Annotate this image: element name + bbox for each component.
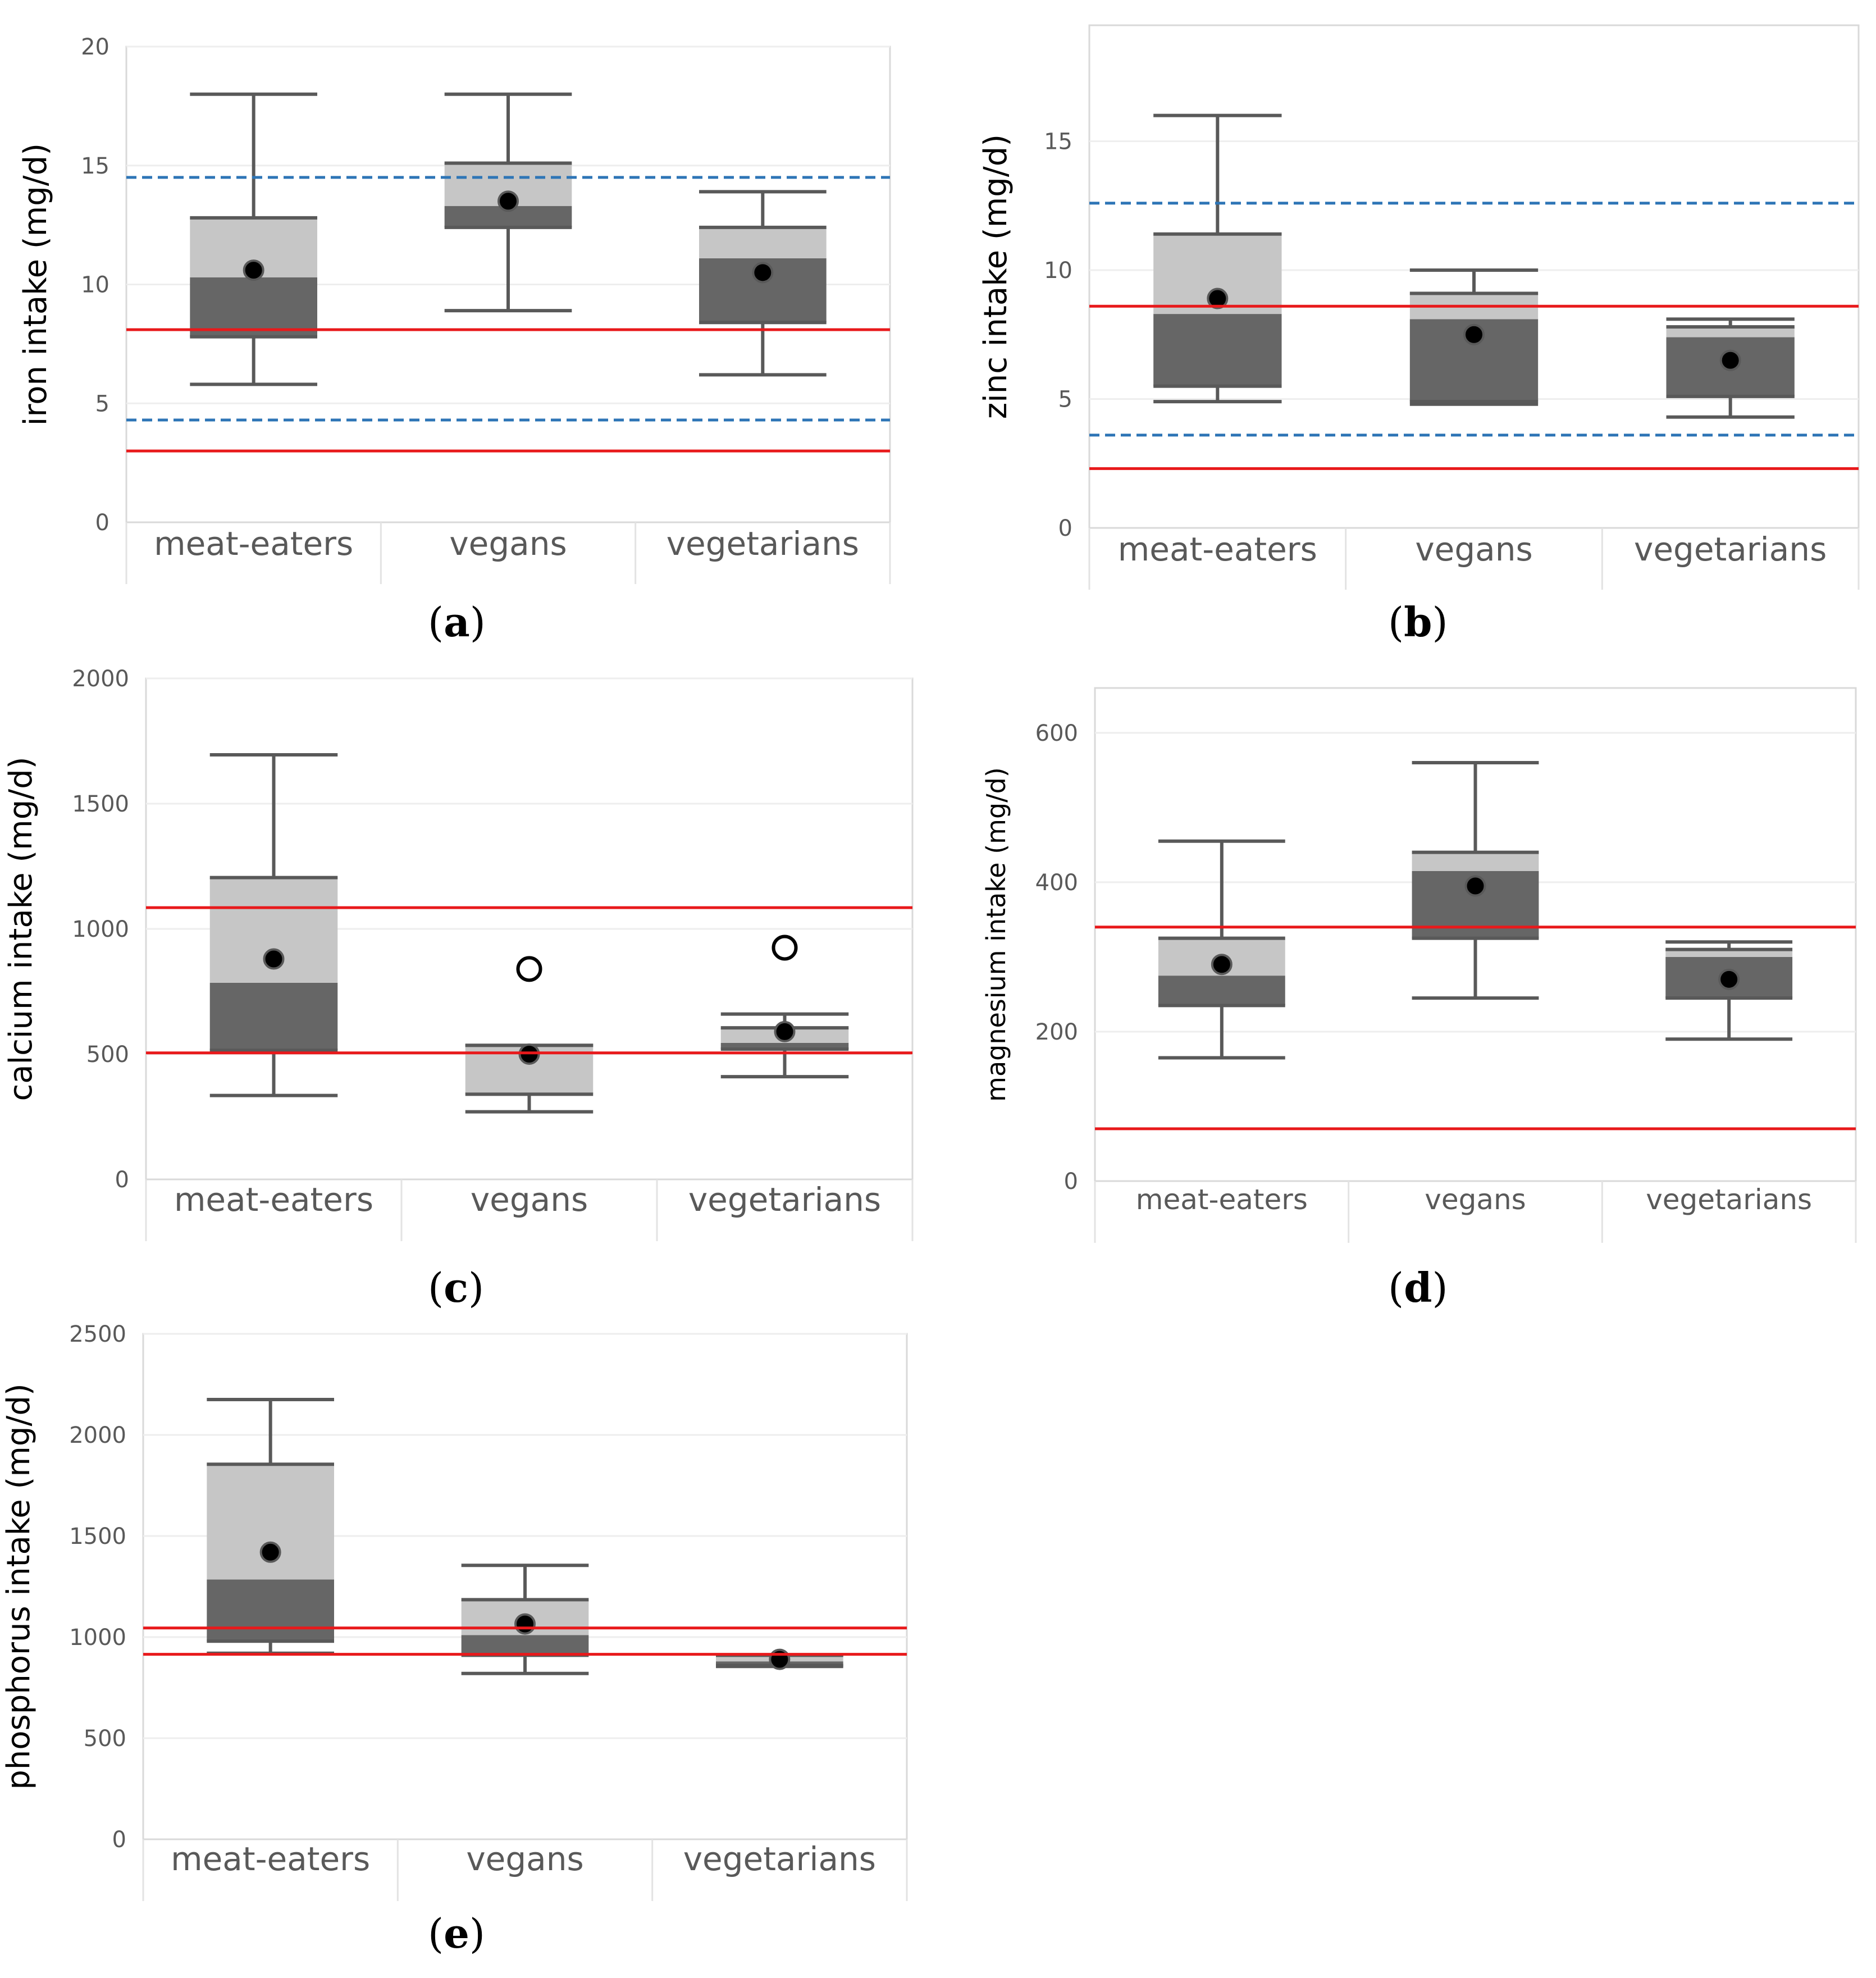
box-lower-half xyxy=(1153,314,1282,386)
y-axis-title: phosphorus intake (mg/d) xyxy=(1,1383,37,1790)
box-upper-half xyxy=(1666,327,1795,338)
mean-marker xyxy=(774,1020,796,1042)
box-meat-eaters xyxy=(1153,113,1282,404)
y-tick-label: 200 xyxy=(1035,1019,1078,1045)
mean-marker xyxy=(1211,954,1233,976)
plot-frame xyxy=(1088,24,1860,529)
chart-d: 0 200 400 600 meat-eaters vegans vegetarians ma… xyxy=(981,687,1857,1243)
y-axis-title: magnesium intake (mg/d) xyxy=(981,767,1011,1102)
panel-label-c: (c) xyxy=(428,1264,485,1311)
box-meat-eaters xyxy=(207,1398,334,1655)
mean-marker xyxy=(497,190,519,212)
y-axis-title: zinc intake (mg/d) xyxy=(978,134,1014,419)
chart-a: 0 5 10 15 20 meat-eaters vegans vegetarians iron… xyxy=(17,34,891,584)
y-axis-title: iron intake (mg/d) xyxy=(17,143,54,426)
box-lower-half xyxy=(209,982,338,1051)
y-tick-label: 1500 xyxy=(69,1524,126,1549)
mean-marker xyxy=(1719,349,1741,371)
panel-label-a: (a) xyxy=(428,598,486,646)
box-meat-eaters xyxy=(209,753,338,1097)
x-category-label: vegans xyxy=(1415,530,1532,568)
x-category-label: vegetarians xyxy=(688,1181,881,1219)
y-tick-label: 0 xyxy=(1058,516,1072,541)
y-tick-label: 1500 xyxy=(72,791,129,817)
mean-marker xyxy=(1464,875,1486,897)
y-tick-label: 0 xyxy=(112,1827,126,1853)
y-tick-label: 0 xyxy=(1064,1169,1078,1195)
box-vegetarians xyxy=(720,1012,849,1079)
box-upper-half xyxy=(699,227,827,258)
mean-marker xyxy=(752,262,774,284)
box-upper-half xyxy=(1665,949,1793,957)
mean-marker xyxy=(769,1648,791,1670)
y-tick-label: 400 xyxy=(1035,870,1078,896)
chart-c: 0 500 1000 1500 2000 meat-eaters vegans vegetar… xyxy=(3,666,914,1241)
x-category-label: vegans xyxy=(1425,1183,1526,1216)
y-tick-label: 5 xyxy=(1058,387,1072,413)
outlier-marker xyxy=(772,935,798,961)
y-tick-label: 600 xyxy=(1035,721,1078,746)
box-vegans xyxy=(1409,268,1539,406)
box-vegans xyxy=(1412,761,1539,1000)
y-tick-label: 2000 xyxy=(72,666,129,692)
y-tick-label: 2000 xyxy=(69,1423,126,1448)
box-upper-half xyxy=(1412,852,1539,871)
mean-marker xyxy=(514,1613,536,1635)
y-tick-label: 15 xyxy=(81,153,109,179)
x-category-label: vegetarians xyxy=(683,1840,876,1878)
mean-marker xyxy=(1207,288,1229,309)
panel-label-d: (d) xyxy=(1388,1264,1448,1311)
x-category-label: vegans xyxy=(471,1181,588,1219)
y-tick-label: 1000 xyxy=(72,917,129,942)
mean-marker xyxy=(259,1541,281,1563)
plot-frame xyxy=(1094,687,1857,1182)
y-tick-label: 5 xyxy=(95,391,109,417)
box-vegetarians xyxy=(716,1648,843,1670)
x-category-label: vegetarians xyxy=(1646,1183,1812,1216)
outlier-marker xyxy=(516,956,542,982)
x-category-label: meat-eaters xyxy=(154,525,353,563)
box-vegetarians xyxy=(699,190,827,377)
y-tick-label: 10 xyxy=(81,272,109,298)
x-category-label: meat-eaters xyxy=(1118,530,1317,568)
box-meat-eaters xyxy=(1158,839,1285,1060)
x-category-label: meat-eaters xyxy=(1136,1183,1308,1216)
y-tick-label: 15 xyxy=(1044,129,1072,155)
y-tick-label: 20 xyxy=(81,34,109,60)
mean-marker xyxy=(1463,323,1485,345)
panel-label-b: (b) xyxy=(1388,598,1448,646)
box-vegans xyxy=(465,1043,594,1114)
box-vegetarians xyxy=(1666,317,1795,419)
y-tick-label: 500 xyxy=(84,1726,126,1752)
x-category-label: meat-eaters xyxy=(171,1840,370,1878)
x-category-label: vegans xyxy=(449,525,567,563)
y-tick-label: 0 xyxy=(95,510,109,536)
mean-marker xyxy=(263,948,285,970)
box-lower-half xyxy=(190,277,317,337)
x-category-label: vegans xyxy=(466,1840,583,1878)
y-tick-label: 1000 xyxy=(69,1625,126,1651)
y-tick-label: 500 xyxy=(86,1042,129,1068)
box-vegans xyxy=(461,1564,589,1675)
panel-label-e: (e) xyxy=(428,1909,485,1957)
box-meat-eaters xyxy=(190,92,317,386)
box-lower-half xyxy=(720,1042,849,1050)
mean-marker xyxy=(243,259,264,281)
mean-marker xyxy=(1718,968,1740,990)
chart-b: 0 5 10 15 meat-eaters vegans vegetarians zinc i… xyxy=(978,24,1860,590)
x-category-label: vegetarians xyxy=(667,525,859,563)
y-tick-label: 2500 xyxy=(69,1321,126,1347)
box-vegetarians xyxy=(1665,940,1793,1041)
box-lower-half xyxy=(461,1635,589,1656)
box-vegans xyxy=(444,92,572,313)
chart-e: 0 500 1000 1500 2000 2500 meat-eaters vegans veg… xyxy=(1,1321,908,1901)
x-category-label: vegetarians xyxy=(1634,530,1827,568)
y-tick-label: 0 xyxy=(115,1167,129,1193)
x-category-label: meat-eaters xyxy=(174,1181,373,1219)
box-lower-half xyxy=(1158,976,1285,1006)
box-lower-half xyxy=(207,1579,334,1642)
y-axis-title: calcium intake (mg/d) xyxy=(3,756,39,1101)
y-tick-label: 10 xyxy=(1044,258,1072,284)
